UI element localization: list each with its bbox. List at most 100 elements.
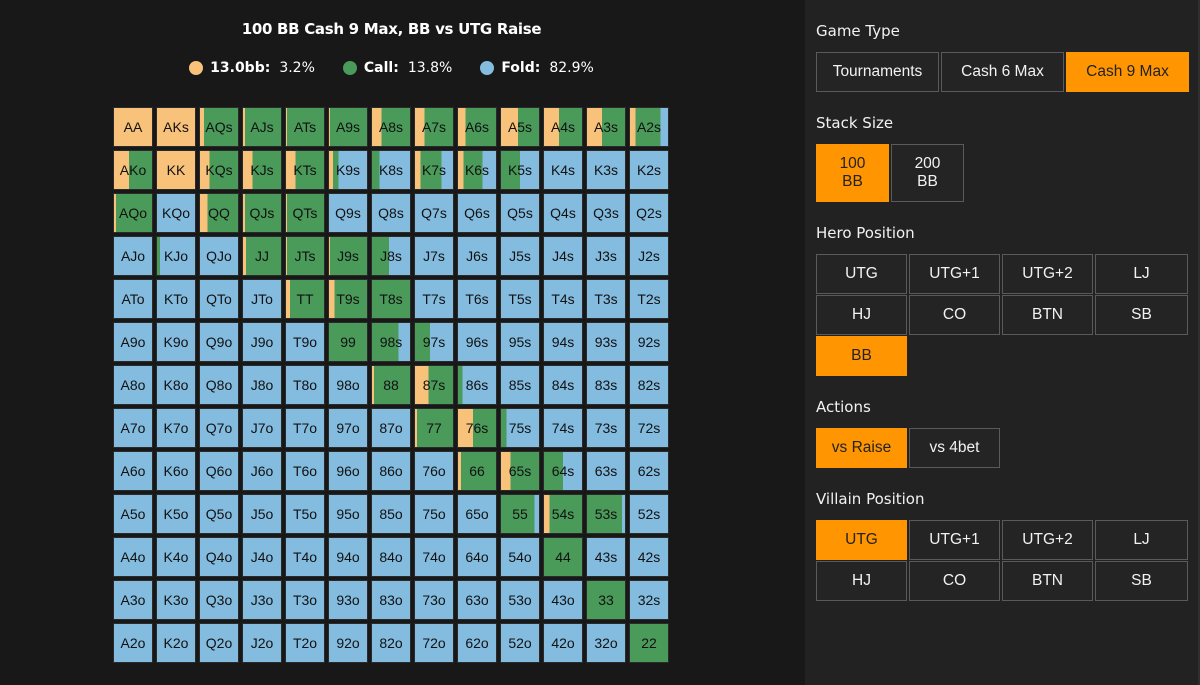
hand-cell[interactable]: T7o xyxy=(285,408,325,448)
hand-cell[interactable]: 43o xyxy=(543,580,583,620)
hand-cell[interactable]: K2s xyxy=(629,150,669,190)
hand-cell[interactable]: J5o xyxy=(242,494,282,534)
hand-cell[interactable]: 87s xyxy=(414,365,454,405)
hand-cell[interactable]: 95o xyxy=(328,494,368,534)
villain-lj-button[interactable]: LJ xyxy=(1095,520,1188,560)
hand-cell[interactable]: 73s xyxy=(586,408,626,448)
hand-cell[interactable]: J2o xyxy=(242,623,282,663)
hand-cell[interactable]: A3s xyxy=(586,107,626,147)
hand-cell[interactable]: Q9s xyxy=(328,193,368,233)
hand-cell[interactable]: T6s xyxy=(457,279,497,319)
hand-cell[interactable]: AA xyxy=(113,107,153,147)
hand-cell[interactable]: 96o xyxy=(328,451,368,491)
hand-cell[interactable]: T8o xyxy=(285,365,325,405)
hand-cell[interactable]: 86s xyxy=(457,365,497,405)
hand-cell[interactable]: 87o xyxy=(371,408,411,448)
hand-cell[interactable]: QJo xyxy=(199,236,239,276)
hand-cell[interactable]: J8o xyxy=(242,365,282,405)
hand-cell[interactable]: Q2s xyxy=(629,193,669,233)
hand-cell[interactable]: K4o xyxy=(156,537,196,577)
hand-cell[interactable]: 72s xyxy=(629,408,669,448)
hand-cell[interactable]: QTs xyxy=(285,193,325,233)
hand-cell[interactable]: A6s xyxy=(457,107,497,147)
hand-cell[interactable]: 74o xyxy=(414,537,454,577)
hand-cell[interactable]: T4s xyxy=(543,279,583,319)
villain-sb-button[interactable]: SB xyxy=(1095,561,1188,601)
villain-co-button[interactable]: CO xyxy=(909,561,1000,601)
hand-cell[interactable]: 92o xyxy=(328,623,368,663)
hand-cell[interactable]: K9s xyxy=(328,150,368,190)
hand-cell[interactable]: Q2o xyxy=(199,623,239,663)
hero-hj-button[interactable]: HJ xyxy=(816,295,907,335)
hand-cell[interactable]: 94o xyxy=(328,537,368,577)
hand-cell[interactable]: 82o xyxy=(371,623,411,663)
hand-cell[interactable]: J5s xyxy=(500,236,540,276)
hand-cell[interactable]: A8s xyxy=(371,107,411,147)
hand-cell[interactable]: T5o xyxy=(285,494,325,534)
hand-cell[interactable]: J3o xyxy=(242,580,282,620)
hand-cell[interactable]: A2o xyxy=(113,623,153,663)
hand-cell[interactable]: T8s xyxy=(371,279,411,319)
hand-cell[interactable]: T6o xyxy=(285,451,325,491)
hand-cell[interactable]: T9s xyxy=(328,279,368,319)
hand-cell[interactable]: AKs xyxy=(156,107,196,147)
hand-cell[interactable]: Q6o xyxy=(199,451,239,491)
hand-cell[interactable]: J9o xyxy=(242,322,282,362)
hand-cell[interactable]: K3o xyxy=(156,580,196,620)
hand-cell[interactable]: Q4s xyxy=(543,193,583,233)
hand-cell[interactable]: 84s xyxy=(543,365,583,405)
hand-cell[interactable]: 62o xyxy=(457,623,497,663)
game-type-cash9-button[interactable]: Cash 9 Max xyxy=(1066,52,1189,92)
hand-cell[interactable]: A9o xyxy=(113,322,153,362)
hand-cell[interactable]: K8s xyxy=(371,150,411,190)
hand-cell[interactable]: 63o xyxy=(457,580,497,620)
hand-cell[interactable]: Q6s xyxy=(457,193,497,233)
villain-hj-button[interactable]: HJ xyxy=(816,561,907,601)
hand-cell[interactable]: T7s xyxy=(414,279,454,319)
hand-cell[interactable]: 63s xyxy=(586,451,626,491)
hand-cell[interactable]: AQo xyxy=(113,193,153,233)
hand-cell[interactable]: A8o xyxy=(113,365,153,405)
hand-cell[interactable]: 76s xyxy=(457,408,497,448)
hand-cell[interactable]: QQ xyxy=(199,193,239,233)
hero-co-button[interactable]: CO xyxy=(909,295,1000,335)
hand-cell[interactable]: K5s xyxy=(500,150,540,190)
hand-cell[interactable]: K8o xyxy=(156,365,196,405)
hand-cell[interactable]: QTo xyxy=(199,279,239,319)
hand-cell[interactable]: 75s xyxy=(500,408,540,448)
hand-cell[interactable]: Q5o xyxy=(199,494,239,534)
hand-cell[interactable]: 64o xyxy=(457,537,497,577)
hand-cell[interactable]: 52o xyxy=(500,623,540,663)
villain-btn-button[interactable]: BTN xyxy=(1002,561,1093,601)
hero-lj-button[interactable]: LJ xyxy=(1095,254,1188,294)
hand-cell[interactable]: 66 xyxy=(457,451,497,491)
hand-cell[interactable]: 98o xyxy=(328,365,368,405)
hand-cell[interactable]: 83o xyxy=(371,580,411,620)
hand-cell[interactable]: T4o xyxy=(285,537,325,577)
hand-cell[interactable]: 83s xyxy=(586,365,626,405)
hand-cell[interactable]: Q5s xyxy=(500,193,540,233)
stack-200bb-button[interactable]: 200 BB xyxy=(891,144,964,202)
hand-cell[interactable]: 86o xyxy=(371,451,411,491)
hand-cell[interactable]: A4o xyxy=(113,537,153,577)
hand-cell[interactable]: 88 xyxy=(371,365,411,405)
hand-cell[interactable]: AQs xyxy=(199,107,239,147)
hand-cell[interactable]: 99 xyxy=(328,322,368,362)
hand-cell[interactable]: 97s xyxy=(414,322,454,362)
hand-cell[interactable]: J2s xyxy=(629,236,669,276)
hand-cell[interactable]: KK xyxy=(156,150,196,190)
hand-cell[interactable]: T3o xyxy=(285,580,325,620)
villain-utg1-button[interactable]: UTG+1 xyxy=(909,520,1000,560)
hand-cell[interactable]: J6s xyxy=(457,236,497,276)
hand-cell[interactable]: K2o xyxy=(156,623,196,663)
hand-cell[interactable]: Q3s xyxy=(586,193,626,233)
action-vs-raise-button[interactable]: vs Raise xyxy=(816,428,907,468)
game-type-tournaments-button[interactable]: Tournaments xyxy=(816,52,939,92)
hand-cell[interactable]: K7s xyxy=(414,150,454,190)
game-type-cash6-button[interactable]: Cash 6 Max xyxy=(941,52,1064,92)
hand-cell[interactable]: A6o xyxy=(113,451,153,491)
hand-cell[interactable]: A3o xyxy=(113,580,153,620)
hand-cell[interactable]: 85s xyxy=(500,365,540,405)
hand-cell[interactable]: 76o xyxy=(414,451,454,491)
hand-cell[interactable]: T3s xyxy=(586,279,626,319)
